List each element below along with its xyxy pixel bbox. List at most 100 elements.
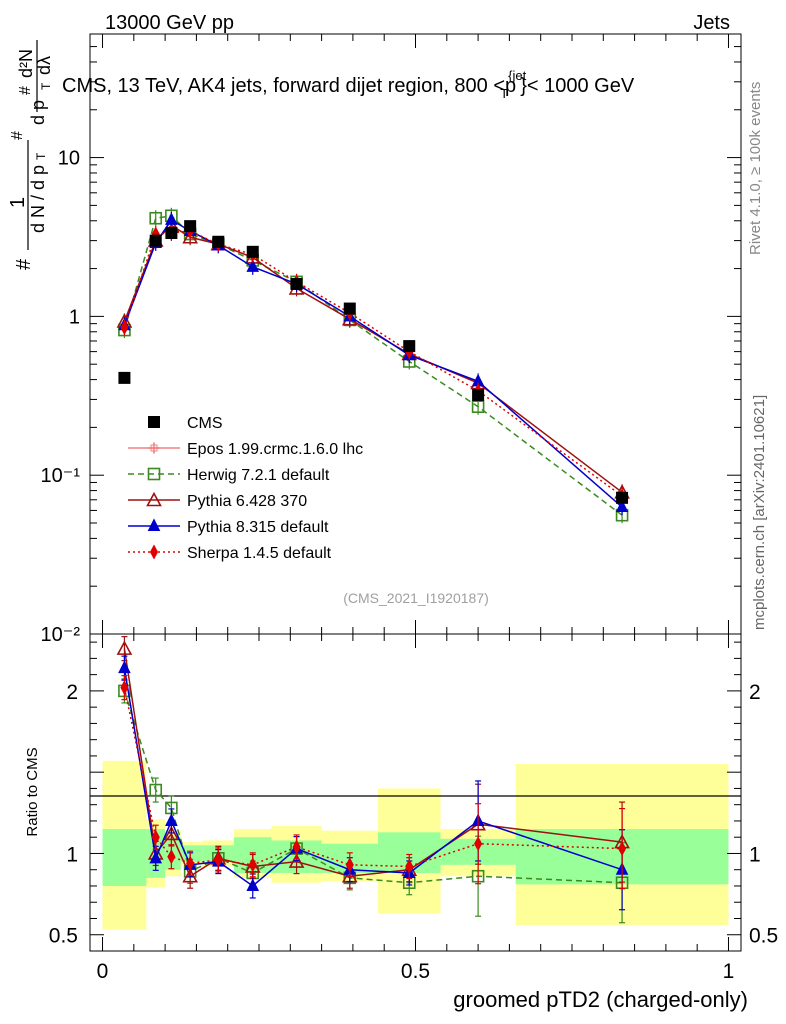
data-point-2	[165, 227, 178, 240]
chart-title-sup: {jet	[508, 68, 526, 83]
legend-marker-2	[146, 491, 162, 507]
series-point-ratio-4-7	[345, 857, 354, 873]
legend-label-2: Pythia 6.428 370	[187, 493, 307, 510]
chart-title-main: CMS, 13 TeV, AK4 jets, forward dijet reg…	[62, 75, 516, 97]
main-y-axis-label: # d N / d p 1 T # d p T # d²N dλ	[7, 40, 54, 270]
main-plot-frame	[89, 33, 742, 635]
legend-marker-3	[147, 518, 161, 531]
legend-label-0: Epos 1.99.crmc.1.6.0 lhc	[187, 441, 363, 458]
x-axis-ticks: 0 0.5 1	[97, 34, 735, 983]
main-ytick-label-2: 10⁻¹	[41, 465, 81, 487]
chart-title-end: }< 1000 GeV	[520, 75, 635, 97]
data-point-1	[149, 234, 162, 247]
series-point-ratio-4-10	[617, 841, 627, 857]
data-point-10	[616, 491, 629, 504]
band-inner-0	[102, 829, 147, 886]
series-point-ratio-3-5	[246, 878, 260, 891]
ratio-ytick-label-right-2: 0.5	[749, 925, 778, 948]
series-point-ratio-4-5	[248, 857, 257, 873]
series-point-ratio-2-3	[182, 868, 198, 883]
legend-marker-1	[147, 467, 161, 481]
data-point-0	[118, 371, 131, 384]
legend: CMS Epos 1.99.crmc.1.6.0 lhc Herwig 7.2.1 …	[128, 415, 363, 562]
series-point-ratio-4-1	[151, 829, 160, 845]
data-point-3	[184, 220, 197, 233]
legend-label-data: CMS	[187, 415, 223, 432]
ratio-ytick-label-0: 2	[66, 681, 78, 704]
header-jets-label: Jets	[693, 12, 730, 34]
ratio-ytick-label-right-0: 2	[749, 681, 761, 704]
series-point-ratio-2-6	[288, 853, 305, 868]
series-point-ratio-3-0	[118, 660, 131, 674]
legend-marker-4	[149, 544, 159, 560]
xtick-label-2: 1	[723, 960, 735, 983]
legend-entry-3: Pythia 8.315 default	[128, 518, 329, 536]
legend-label-3: Pythia 8.315 default	[187, 519, 329, 536]
series-point-main-1-9	[471, 400, 485, 413]
series-point-ratio-4-4	[214, 852, 223, 868]
series-point-ratio-4-2	[167, 849, 176, 865]
main-series-layer	[116, 207, 630, 524]
svg-text:dλ: dλ	[34, 56, 54, 75]
legend-entry-data: CMS	[148, 415, 223, 432]
data-point-7	[343, 302, 356, 315]
x-axis-label: groomed pTD2 (charged-only)	[453, 987, 748, 1012]
data-point-5	[246, 245, 259, 258]
series-point-main-3-10	[615, 499, 629, 513]
svg-text:1: 1	[7, 197, 29, 208]
series-point-main-4-0	[120, 320, 129, 336]
series-line-main-3	[123, 218, 623, 508]
mcplots-label: mcplots.cern.ch [arXiv:2401.10621]	[751, 395, 768, 630]
svg-text:d N / d p: d N / d p	[28, 165, 48, 233]
svg-text:#: #	[9, 131, 26, 140]
ratio-ytick-label-1: 1	[66, 843, 78, 866]
legend-entry-4: Sherpa 1.4.5 default	[128, 544, 332, 562]
xtick-label-0: 0	[97, 960, 109, 983]
chart-title-sub: T	[500, 86, 508, 101]
svg-text:T: T	[39, 82, 53, 90]
ratio-uncertainty-bands	[102, 760, 729, 930]
main-ytick-label-0: 10	[58, 148, 80, 170]
svg-text:d²N: d²N	[16, 49, 36, 78]
legend-label-4: Sherpa 1.4.5 default	[187, 545, 332, 562]
series-point-main-3-2	[165, 212, 178, 225]
series-point-ratio-4-6	[292, 839, 301, 855]
ratio-ytick-label-2: 0.5	[49, 925, 78, 948]
series-point-ratio-2-2	[163, 825, 180, 841]
legend-marker-data	[148, 416, 160, 428]
ratio-ytick-label-right-1: 1	[749, 843, 761, 866]
series-point-ratio-2-0	[116, 640, 133, 655]
series-point-ratio-3-1	[149, 850, 163, 864]
series-point-ratio-4-8	[405, 858, 414, 875]
series-point-ratio-4-3	[186, 855, 195, 871]
series-point-ratio-3-2	[165, 813, 178, 826]
svg-text:#: #	[13, 258, 35, 270]
data-point-4	[212, 235, 225, 248]
chart-title: CMS, 13 TeV, AK4 jets, forward dijet reg…	[62, 68, 635, 101]
series-point-main-1-1	[149, 211, 163, 225]
series-line-main-1	[123, 214, 623, 516]
svg-text:#: #	[17, 86, 34, 95]
series-point-main-3-5	[246, 259, 260, 272]
series-point-ratio-4-0	[120, 680, 129, 696]
header-energy-label: 13000 GeV pp	[105, 12, 234, 34]
data-point-9	[472, 388, 485, 401]
ratio-axis-ticks: 2 2 1 1 0.5 0.5	[49, 641, 778, 948]
svg-text:d p: d p	[28, 100, 48, 125]
xtick-label-1: 0.5	[401, 960, 430, 983]
ratio-series-layer	[116, 636, 630, 924]
series-point-main-2-3	[182, 229, 198, 244]
main-ytick-label-3: 10⁻²	[41, 624, 81, 646]
data-point-8	[403, 340, 416, 353]
legend-label-1: Herwig 7.2.1 default	[187, 467, 330, 484]
legend-marker-0	[148, 442, 160, 454]
svg-text:T: T	[34, 152, 48, 160]
legend-entry-1: Herwig 7.2.1 default	[128, 467, 330, 484]
series-point-ratio-4-9	[474, 836, 483, 852]
data-point-6	[290, 277, 303, 290]
ratio-y-axis-label: Ratio to CMS	[24, 747, 41, 836]
main-ytick-label-1: 1	[69, 306, 80, 328]
series-point-ratio-1-1	[149, 783, 163, 797]
rivet-version-label: Rivet 4.1.0, ≥ 100k events	[747, 82, 764, 255]
